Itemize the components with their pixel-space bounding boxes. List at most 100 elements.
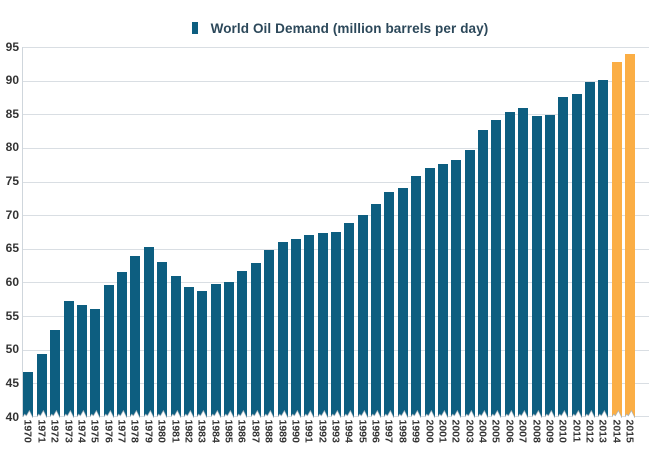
bar-2003[interactable]	[464, 149, 475, 418]
x-tick-1983: 1983	[195, 419, 208, 443]
x-tick-1990: 1990	[289, 419, 302, 443]
bar-2014[interactable]	[611, 62, 622, 418]
axis-break-icon	[585, 410, 595, 418]
axis-break-icon	[237, 410, 248, 418]
axis-break-icon	[598, 410, 609, 418]
bar-1991[interactable]	[304, 235, 315, 418]
y-tick-95: 95	[5, 39, 19, 54]
axis-break-icon	[504, 410, 515, 418]
y-tick-90: 90	[5, 73, 19, 88]
axis-break-icon	[250, 410, 261, 418]
x-tick-1981: 1981	[169, 419, 182, 443]
plot-area	[22, 47, 649, 418]
legend-label: World Oil Demand (million barrels per da…	[210, 20, 489, 36]
x-tick-2013: 2013	[596, 419, 609, 443]
axis-break-icon	[63, 410, 74, 418]
axis-break-icon	[290, 410, 301, 418]
axis-break-icon	[518, 410, 529, 418]
bar-1987[interactable]	[250, 262, 261, 418]
y-tick-75: 75	[5, 174, 19, 189]
bar-1984[interactable]	[210, 284, 221, 418]
axis-break-icon	[397, 410, 408, 418]
x-tick-2012: 2012	[583, 419, 596, 443]
axis-break-icon	[90, 410, 101, 418]
bar-1980[interactable]	[157, 262, 168, 418]
bar-2012[interactable]	[585, 81, 595, 418]
axis-break-icon	[357, 410, 368, 418]
bar-1990[interactable]	[290, 238, 301, 418]
bar-2000[interactable]	[424, 168, 435, 418]
bar-1982[interactable]	[183, 286, 194, 418]
bar-2015[interactable]	[625, 54, 636, 418]
bar-2004[interactable]	[478, 130, 489, 418]
gridline-95	[23, 47, 649, 48]
bar-1986[interactable]	[237, 271, 248, 418]
bar-1993[interactable]	[330, 232, 341, 418]
bar-1981[interactable]	[170, 276, 181, 418]
axis-break-icon	[103, 410, 114, 418]
x-tick-1973: 1973	[62, 419, 75, 443]
bar-2001[interactable]	[437, 164, 448, 418]
legend[interactable]: World Oil Demand (million barrels per da…	[0, 20, 650, 36]
bar-1979[interactable]	[143, 247, 154, 418]
bar-2006[interactable]	[504, 112, 515, 418]
axis-break-icon	[571, 410, 582, 418]
axis-break-icon	[544, 410, 555, 418]
y-axis: 40 45 50 55 60 65 70 75 80 85 90 95	[0, 40, 19, 424]
bar-1988[interactable]	[264, 249, 275, 418]
axis-break-icon	[424, 410, 435, 418]
x-tick-2011: 2011	[570, 419, 583, 443]
axis-break-icon	[464, 410, 475, 418]
axis-break-icon	[625, 410, 636, 418]
bar-1992[interactable]	[317, 233, 328, 418]
bar-1977[interactable]	[117, 271, 128, 418]
axis-break-icon	[264, 410, 275, 418]
gridline-75	[23, 181, 649, 183]
bar-2009[interactable]	[544, 114, 555, 418]
axis-break-icon	[36, 410, 47, 418]
x-tick-2000: 2000	[423, 419, 436, 443]
bar-1996[interactable]	[371, 204, 382, 418]
x-axis: 1970 1971 1972 1973 1974 1975 1976 1977 1978 1979…	[22, 417, 637, 455]
bar-2010[interactable]	[558, 97, 569, 418]
bar-1999[interactable]	[411, 176, 422, 418]
x-tick-1995: 1995	[356, 419, 369, 443]
x-tick-1999: 1999	[409, 419, 422, 443]
bar-1995[interactable]	[357, 215, 368, 418]
bar-2011[interactable]	[571, 94, 582, 418]
x-tick-1980: 1980	[155, 419, 168, 443]
bar-1973[interactable]	[63, 301, 74, 418]
axis-break-icon	[23, 410, 34, 418]
bar-1975[interactable]	[90, 308, 101, 418]
x-tick-1972: 1972	[48, 419, 61, 443]
bar-1997[interactable]	[384, 192, 395, 418]
bar-2008[interactable]	[531, 116, 542, 418]
x-tick-1979: 1979	[142, 419, 155, 443]
bar-2007[interactable]	[518, 108, 529, 418]
bar-2002[interactable]	[451, 160, 462, 418]
bar-1972[interactable]	[50, 329, 61, 418]
x-tick-1991: 1991	[302, 419, 315, 443]
bar-1985[interactable]	[224, 282, 235, 418]
gridline-85	[23, 114, 649, 116]
bar-1970[interactable]	[23, 371, 34, 418]
gridline-70	[23, 215, 649, 217]
axis-break-icon	[183, 410, 194, 418]
bar-1971[interactable]	[36, 354, 47, 418]
axis-break-icon	[210, 410, 221, 418]
bar-1983[interactable]	[197, 291, 208, 418]
bar-1998[interactable]	[397, 188, 408, 418]
bar-1989[interactable]	[277, 242, 288, 418]
bar-2013[interactable]	[598, 79, 609, 418]
x-tick-1984: 1984	[209, 419, 222, 443]
axis-break-icon	[170, 410, 181, 418]
y-tick-40: 40	[5, 409, 19, 424]
bar-series	[23, 47, 638, 418]
bar-1976[interactable]	[103, 285, 114, 418]
bar-1978[interactable]	[130, 255, 141, 418]
bar-2005[interactable]	[491, 120, 502, 418]
axis-break-icon	[437, 410, 448, 418]
bar-1974[interactable]	[76, 305, 87, 418]
bar-1994[interactable]	[344, 223, 355, 418]
